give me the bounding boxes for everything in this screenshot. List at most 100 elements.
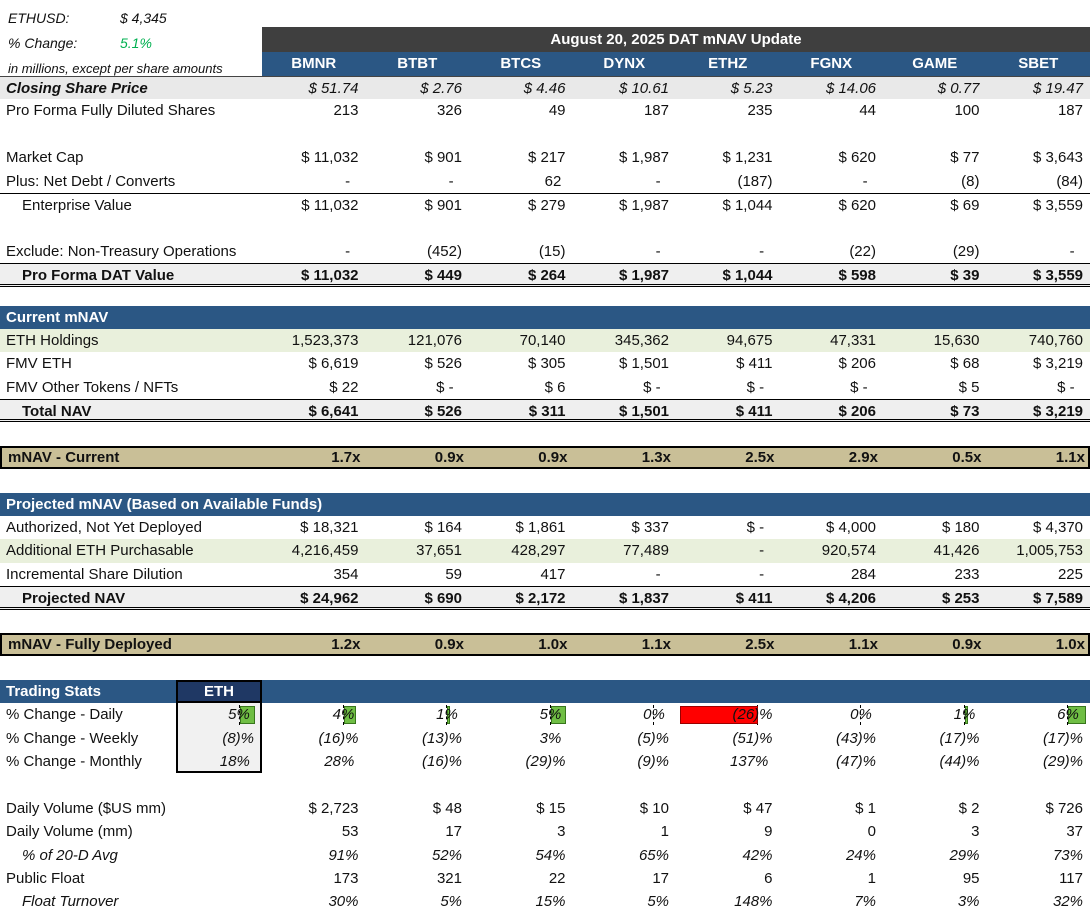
cell-ethz[interactable]: $ 411 — [735, 590, 773, 608]
cell-btbt[interactable]: - — [448, 172, 462, 190]
cell-sbet[interactable]: 225 — [1057, 565, 1083, 583]
cell-sbet[interactable]: 1,005,753 — [1016, 542, 1083, 560]
cell-fgnx[interactable]: 47,331 — [830, 331, 876, 349]
change-label[interactable]: % Change: — [8, 34, 78, 51]
cell-game[interactable]: 3% — [957, 893, 980, 911]
cell-dynx[interactable]: $ 1,501 — [618, 355, 669, 373]
cell-dynx[interactable]: (5)% — [637, 729, 669, 747]
cell-ethz[interactable]: 2.5x — [745, 635, 775, 653]
cell-btbt[interactable]: 0.9x — [434, 635, 464, 653]
cell-btcs[interactable]: 417 — [540, 565, 566, 583]
cell-game[interactable]: $ 180 — [941, 519, 980, 537]
cell-fgnx[interactable]: $ 4,206 — [825, 590, 876, 608]
cell-dynx[interactable]: $ 337 — [631, 519, 669, 537]
cell-dynx[interactable]: - — [655, 172, 669, 190]
cell-sbet[interactable]: 1.1x — [1055, 448, 1085, 466]
eth-cell[interactable]: 5% — [176, 703, 262, 727]
cell-btcs[interactable]: 54% — [535, 846, 566, 864]
cell-btcs[interactable]: $ 279 — [527, 196, 566, 214]
cell-bmnr[interactable]: (16)% — [318, 729, 359, 747]
cell-btbt[interactable]: 121,076 — [407, 331, 462, 349]
cell-dynx[interactable]: 17 — [652, 869, 669, 887]
cell-sbet[interactable]: (29)% — [1042, 752, 1083, 770]
row-label[interactable]: % Change - Daily — [6, 706, 123, 724]
cell-btbt[interactable]: $ 901 — [424, 149, 462, 167]
cell-game[interactable]: $ 2 — [958, 799, 980, 817]
cell-fgnx[interactable]: 7% — [854, 893, 876, 911]
cell-game[interactable]: $ 68 — [950, 355, 980, 373]
row-label[interactable]: Enterprise Value — [22, 196, 132, 214]
cell-bmnr[interactable]: 354 — [333, 565, 359, 583]
cell-game[interactable]: $ 73 — [950, 403, 980, 421]
cell-sbet[interactable]: $ 3,219 — [1032, 355, 1083, 373]
cell-dynx[interactable]: $ 1,987 — [618, 149, 669, 167]
cell-ethz[interactable]: 9 — [764, 823, 773, 841]
cell-bmnr[interactable]: - — [345, 172, 359, 190]
cell-btbt[interactable]: 0.9x — [434, 448, 464, 466]
row-label[interactable]: Pro Forma DAT Value — [22, 267, 175, 285]
cell-fgnx[interactable]: (47)% — [835, 752, 876, 770]
cell-btcs[interactable]: $ 6 — [544, 378, 566, 396]
cell-fgnx[interactable]: $ 206 — [838, 403, 876, 421]
cell-game[interactable]: $ 39 — [950, 267, 980, 285]
cell-ethz[interactable]: $ 5.23 — [730, 80, 773, 97]
cell-fgnx[interactable]: $ 1 — [855, 799, 876, 817]
ethusd-value[interactable]: $ 4,345 — [120, 9, 167, 26]
cell-bmnr[interactable]: $ 22 — [329, 378, 359, 396]
cell-btbt[interactable]: $ - — [436, 378, 462, 396]
cell-btcs[interactable]: $ 1,861 — [515, 519, 566, 537]
cell-fgnx[interactable]: $ 598 — [838, 267, 876, 285]
row-label[interactable]: Pro Forma Fully Diluted Shares — [6, 102, 216, 120]
cell-sbet[interactable]: $ 3,219 — [1032, 403, 1083, 421]
cell-ethz[interactable]: 42% — [742, 846, 773, 864]
cell-sbet[interactable]: 1.0x — [1055, 635, 1085, 653]
cell-ethz[interactable]: $ 1,044 — [722, 267, 773, 285]
row-label[interactable]: FMV ETH — [6, 355, 72, 373]
cell-btcs[interactable]: 3% — [539, 729, 566, 747]
cell-bmnr[interactable]: 91% — [328, 846, 359, 864]
cell-ethz[interactable]: (51)% — [732, 729, 773, 747]
cell-game[interactable]: 3 — [971, 823, 980, 841]
cell-sbet[interactable]: $ 3,559 — [1032, 196, 1083, 214]
cell-dynx[interactable]: - — [655, 242, 669, 260]
cell-fgnx[interactable]: 24% — [845, 846, 876, 864]
cell-ethz[interactable]: $ 1,044 — [722, 196, 773, 214]
cell-btcs[interactable]: 62 — [544, 172, 566, 190]
cell-btcs[interactable]: 1.0x — [538, 635, 568, 653]
cell-ethz[interactable]: $ 411 — [736, 355, 773, 373]
cell-dynx[interactable]: $ 1,837 — [618, 590, 669, 608]
cell-dynx[interactable]: 5% — [647, 893, 669, 911]
section-header[interactable]: Current mNAV — [6, 308, 109, 326]
cell-sbet[interactable]: 740,760 — [1028, 331, 1083, 349]
cell-bmnr[interactable]: $ 11,032 — [300, 267, 359, 285]
cell-btcs[interactable]: $ 2,172 — [515, 590, 566, 608]
row-label[interactable]: Exclude: Non-Treasury Operations — [6, 242, 237, 260]
cell-dynx[interactable]: 65% — [638, 846, 669, 864]
row-label[interactable]: % Change - Weekly — [6, 729, 139, 747]
cell-game[interactable]: (8) — [961, 172, 980, 190]
cell-dynx[interactable]: 1.1x — [641, 635, 671, 653]
cell-fgnx[interactable]: $ 620 — [838, 149, 876, 167]
row-label[interactable]: ETH Holdings — [6, 331, 99, 349]
row-label[interactable]: Float Turnover — [22, 893, 119, 911]
cell-ethz[interactable]: (26)% — [676, 703, 780, 726]
cell-game[interactable]: $ 253 — [941, 590, 980, 608]
cell-dynx[interactable]: 345,362 — [614, 331, 669, 349]
row-label[interactable]: mNAV - Current — [8, 448, 120, 466]
cell-ethz[interactable]: 137% — [729, 752, 773, 770]
row-label[interactable]: Public Float — [6, 869, 85, 887]
cell-btcs[interactable]: 70,140 — [519, 331, 566, 349]
cell-bmnr[interactable]: 1,523,373 — [291, 331, 359, 349]
cell-fgnx[interactable]: 0 — [867, 823, 876, 841]
cell-fgnx[interactable]: 1.1x — [848, 635, 878, 653]
cell-game[interactable]: 0.9x — [952, 635, 982, 653]
cell-game[interactable]: 15,630 — [933, 331, 980, 349]
cell-bmnr[interactable]: 213 — [333, 102, 359, 120]
cell-sbet[interactable]: $ 7,589 — [1032, 590, 1083, 608]
cell-fgnx[interactable]: 44 — [859, 102, 876, 120]
row-label[interactable]: Incremental Share Dilution — [6, 565, 183, 583]
col-header-bmnr[interactable]: BMNR — [291, 55, 337, 72]
cell-btbt[interactable]: 37,651 — [416, 542, 462, 560]
cell-dynx[interactable]: $ 10 — [639, 799, 669, 817]
cell-ethz[interactable]: 6 — [764, 869, 773, 887]
